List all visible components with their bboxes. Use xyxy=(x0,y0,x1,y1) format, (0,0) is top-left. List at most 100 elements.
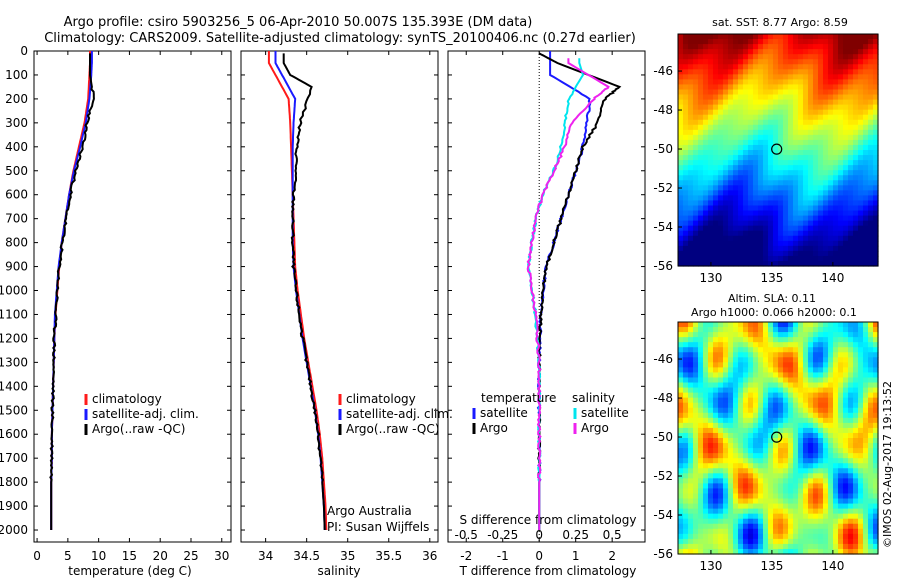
heatmap-cell xyxy=(788,362,794,368)
heatmap-cell xyxy=(748,69,754,75)
heatmap-cell xyxy=(758,397,764,404)
heatmap-cell xyxy=(788,59,794,65)
heatmap-cell xyxy=(713,230,719,237)
heatmap-cell xyxy=(728,402,734,409)
heatmap-cell xyxy=(788,34,794,40)
heatmap-cell xyxy=(723,215,729,222)
heatmap-cell xyxy=(823,44,829,50)
heatmap-cell xyxy=(838,498,844,505)
heatmap-cell xyxy=(863,220,869,227)
heatmap-cell xyxy=(723,473,729,479)
heatmap-cell xyxy=(778,407,784,414)
heatmap-cell xyxy=(683,377,689,384)
heatmap-cell xyxy=(703,503,709,510)
heatmap-cell xyxy=(813,422,819,429)
heatmap-cell xyxy=(678,200,684,207)
heatmap-cell xyxy=(698,372,704,379)
heatmap-cell xyxy=(788,144,794,151)
heatmap-cell xyxy=(803,64,809,70)
heatmap-cell xyxy=(678,387,684,394)
heatmap-cell xyxy=(828,255,834,262)
heatmap-cell xyxy=(723,139,729,146)
heatmap-cell xyxy=(823,94,829,101)
heatmap-cell xyxy=(768,397,774,404)
heatmap-cell xyxy=(773,210,779,217)
heatmap-cell xyxy=(693,397,699,404)
heatmap-cell xyxy=(808,250,814,257)
heatmap-cell xyxy=(828,508,834,515)
heatmap-cell xyxy=(688,422,694,429)
heatmap-cell xyxy=(743,397,749,404)
heatmap-cell xyxy=(733,548,739,555)
heatmap-cell xyxy=(753,402,759,409)
heatmap-cell xyxy=(778,99,784,106)
heatmap-cell xyxy=(733,528,739,535)
heatmap-cell xyxy=(703,417,709,424)
heatmap-cell xyxy=(698,39,704,45)
heatmap-cell xyxy=(708,39,714,45)
depth-tick-label: 400 xyxy=(5,140,28,154)
heatmap-cell xyxy=(758,402,764,409)
heatmap-cell xyxy=(788,412,794,419)
heatmap-cell xyxy=(773,438,779,444)
heatmap-cell xyxy=(853,49,859,55)
imos-credit: ©IMOS 02-Aug-2017 19:13:52 xyxy=(881,381,894,548)
heatmap-cell xyxy=(693,352,699,358)
heatmap-cell xyxy=(678,337,684,343)
heatmap-cell xyxy=(828,543,834,550)
heatmap-cell xyxy=(758,438,764,444)
heatmap-cell xyxy=(773,493,779,500)
heatmap-cell xyxy=(838,104,844,111)
heatmap-cell xyxy=(723,513,729,520)
heatmap-cell xyxy=(793,240,799,247)
heatmap-cell xyxy=(853,160,859,166)
heatmap-cell xyxy=(718,463,724,469)
heatmap-cell xyxy=(708,332,714,338)
heatmap-cell xyxy=(753,250,759,257)
heatmap-cell xyxy=(828,458,834,464)
heatmap-cell xyxy=(828,210,834,217)
heatmap-cell xyxy=(798,432,804,439)
heatmap-cell xyxy=(838,245,844,252)
heatmap-cell xyxy=(738,458,744,464)
heatmap-cell xyxy=(813,245,819,252)
heatmap-cell xyxy=(818,453,824,459)
heatmap-cell xyxy=(833,89,839,96)
heatmap-cell xyxy=(708,200,714,207)
heatmap-cell xyxy=(753,332,759,338)
heatmap-cell xyxy=(798,205,804,212)
heatmap-cell xyxy=(778,332,784,338)
heatmap-cell xyxy=(738,392,744,399)
heatmap-cell xyxy=(713,59,719,65)
heatmap-cell xyxy=(863,190,869,196)
heatmap-cell xyxy=(848,220,854,227)
heatmap-cell xyxy=(853,422,859,429)
heatmap-cell xyxy=(773,245,779,252)
depth-tick-label: 300 xyxy=(5,116,28,130)
heatmap-cell xyxy=(693,412,699,419)
heatmap-cell xyxy=(698,220,704,227)
heatmap-cell xyxy=(693,34,699,40)
heatmap-cell xyxy=(718,407,724,414)
heatmap-cell xyxy=(708,54,714,60)
heatmap-cell xyxy=(838,175,844,181)
heatmap-cell xyxy=(678,362,684,368)
heatmap-cell xyxy=(848,427,854,434)
heatmap-cell xyxy=(783,124,789,131)
heatmap-cell xyxy=(713,225,719,232)
heatmap-cell xyxy=(798,503,804,510)
heatmap-cell xyxy=(758,488,764,495)
heatmap-cell xyxy=(743,74,749,80)
heatmap-cell xyxy=(738,124,744,131)
heatmap-cell xyxy=(848,89,854,96)
heatmap-cell xyxy=(678,129,684,136)
heatmap-cell xyxy=(743,327,749,333)
heatmap-cell xyxy=(823,342,829,348)
heatmap-cell xyxy=(778,84,784,91)
heatmap-cell xyxy=(738,342,744,348)
heatmap-cell xyxy=(803,443,809,449)
heatmap-cell xyxy=(713,538,719,545)
heatmap-cell xyxy=(778,548,784,555)
heatmap-cell xyxy=(853,382,859,389)
heatmap-cell xyxy=(738,402,744,409)
